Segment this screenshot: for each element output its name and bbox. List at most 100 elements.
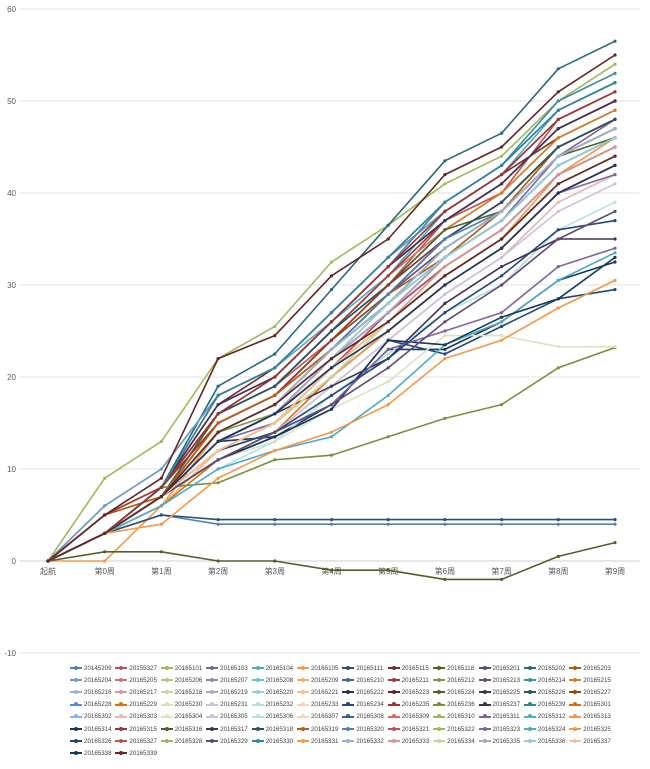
legend-label: 20165337 xyxy=(583,737,611,745)
data-point xyxy=(103,476,107,480)
series-20165208 xyxy=(46,108,617,563)
legend-label: 20165322 xyxy=(447,725,475,733)
legend-item: 20165319 xyxy=(296,723,342,735)
legend-item: 20165302 xyxy=(70,711,115,723)
data-point xyxy=(103,550,107,554)
series-line xyxy=(47,146,616,562)
legend-item: 20165103 xyxy=(206,662,251,674)
legend-swatch xyxy=(523,714,536,719)
data-point xyxy=(556,145,560,149)
legend-swatch xyxy=(296,726,309,731)
data-point xyxy=(443,416,447,420)
legend-label: 20165324 xyxy=(537,725,566,733)
legend-item: 20165213 xyxy=(478,674,524,686)
legend-label: 20165233 xyxy=(310,701,339,709)
legend-item: 20165104 xyxy=(251,662,297,674)
series-line xyxy=(47,109,616,562)
legend-item: 20165226 xyxy=(523,686,569,698)
data-point xyxy=(500,131,504,135)
legend-swatch xyxy=(433,702,446,707)
legend-swatch xyxy=(433,677,446,682)
data-point xyxy=(159,495,163,499)
legend-label: 20165206 xyxy=(174,676,203,684)
data-point xyxy=(329,435,334,439)
legend-swatch xyxy=(342,738,355,743)
series-20165204 xyxy=(46,90,617,563)
legend-item: 20165204 xyxy=(70,674,115,686)
data-point xyxy=(443,182,447,186)
legend-swatch xyxy=(115,738,128,743)
legend-swatch xyxy=(70,702,82,707)
legend-label: 20165334 xyxy=(447,737,475,745)
legend-label: 20165215 xyxy=(583,676,611,684)
data-point xyxy=(329,384,334,388)
data-point xyxy=(386,255,390,259)
data-point xyxy=(613,145,617,149)
legend-item: 20165306 xyxy=(251,711,297,723)
legend-swatch xyxy=(478,738,491,743)
data-point xyxy=(386,357,390,361)
data-point xyxy=(216,476,220,480)
data-point xyxy=(443,522,447,526)
data-point xyxy=(386,292,390,296)
data-point xyxy=(500,577,504,582)
data-point xyxy=(556,522,560,526)
series-20165338 xyxy=(46,163,617,563)
data-point xyxy=(273,430,277,434)
legend-swatch xyxy=(342,702,355,707)
legend-item: 20165207 xyxy=(206,674,251,686)
data-point xyxy=(443,274,447,278)
data-point xyxy=(329,288,334,292)
legend-swatch xyxy=(206,702,219,707)
legend-label: 20165314 xyxy=(84,725,112,733)
y-tick-label: 20 xyxy=(7,373,16,382)
legend-label: 20165331 xyxy=(310,737,339,745)
legend-item: 20165230 xyxy=(160,699,206,711)
x-tick-label: 第0周 xyxy=(94,566,114,576)
legend-item: 20165334 xyxy=(433,735,478,747)
data-point xyxy=(216,393,220,397)
data-point xyxy=(329,375,334,379)
legend-label: 20165227 xyxy=(583,688,611,696)
series-lines xyxy=(46,39,617,582)
legend-item: 20165233 xyxy=(296,699,342,711)
legend-swatch xyxy=(387,702,400,707)
data-point xyxy=(500,228,504,232)
data-point xyxy=(386,403,390,407)
data-point xyxy=(216,412,220,416)
legend-swatch xyxy=(387,738,400,743)
data-point xyxy=(329,568,334,572)
legend-swatch xyxy=(251,726,264,731)
data-point xyxy=(386,301,390,305)
legend-swatch xyxy=(342,714,355,719)
data-point xyxy=(329,320,334,324)
legend-label: 20165203 xyxy=(583,664,611,672)
legend-label: 20165228 xyxy=(84,701,112,709)
legend-swatch xyxy=(70,750,82,755)
data-point xyxy=(386,237,390,241)
data-point xyxy=(500,255,504,259)
legend-item: 20165337 xyxy=(569,735,614,747)
legend-item: 20165338 xyxy=(70,747,115,759)
legend-swatch xyxy=(478,665,491,670)
data-point xyxy=(613,288,617,292)
legend-swatch xyxy=(433,738,446,743)
legend-item: 20165218 xyxy=(160,686,206,698)
data-point xyxy=(329,260,334,264)
data-point xyxy=(273,522,277,526)
data-point xyxy=(556,182,560,186)
series-20165229 xyxy=(46,163,617,563)
legend-swatch xyxy=(70,665,82,670)
legend-label: 20165303 xyxy=(129,713,157,721)
legend-item: 20165311 xyxy=(478,711,524,723)
data-point xyxy=(329,430,334,434)
data-point xyxy=(273,324,277,328)
data-point xyxy=(556,518,560,522)
data-point xyxy=(386,274,390,278)
data-point xyxy=(613,522,617,526)
legend-swatch xyxy=(206,738,219,743)
data-point xyxy=(613,209,617,213)
data-point xyxy=(443,265,447,269)
legend-item: 20165323 xyxy=(478,723,524,735)
data-point xyxy=(386,435,390,439)
